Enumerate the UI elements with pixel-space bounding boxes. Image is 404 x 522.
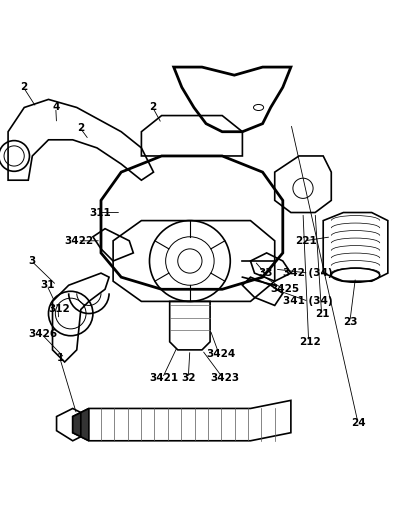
Text: 342 (34): 342 (34) (283, 268, 332, 278)
Text: 2: 2 (149, 102, 157, 112)
Text: 32: 32 (182, 373, 196, 383)
Text: 1: 1 (57, 353, 64, 363)
Text: 3421: 3421 (149, 373, 179, 383)
Text: 3424: 3424 (206, 349, 235, 359)
Text: 312: 312 (48, 304, 70, 314)
Text: 212: 212 (299, 337, 321, 347)
Text: 3423: 3423 (210, 373, 239, 383)
Text: 311: 311 (89, 208, 111, 218)
Polygon shape (73, 408, 89, 441)
Text: 31: 31 (40, 280, 55, 290)
Text: 23: 23 (343, 317, 358, 327)
Text: 3426: 3426 (28, 329, 57, 339)
Text: 3422: 3422 (65, 236, 94, 246)
Text: 3: 3 (28, 256, 36, 266)
Text: 24: 24 (351, 418, 366, 428)
Text: 4: 4 (53, 102, 60, 112)
Text: 2: 2 (77, 123, 84, 133)
Text: 21: 21 (315, 309, 330, 318)
Text: 221: 221 (295, 236, 317, 246)
Text: 341 (34): 341 (34) (283, 296, 332, 306)
Text: 33: 33 (259, 268, 273, 278)
Text: 3425: 3425 (271, 284, 300, 294)
Text: 2: 2 (20, 82, 27, 92)
